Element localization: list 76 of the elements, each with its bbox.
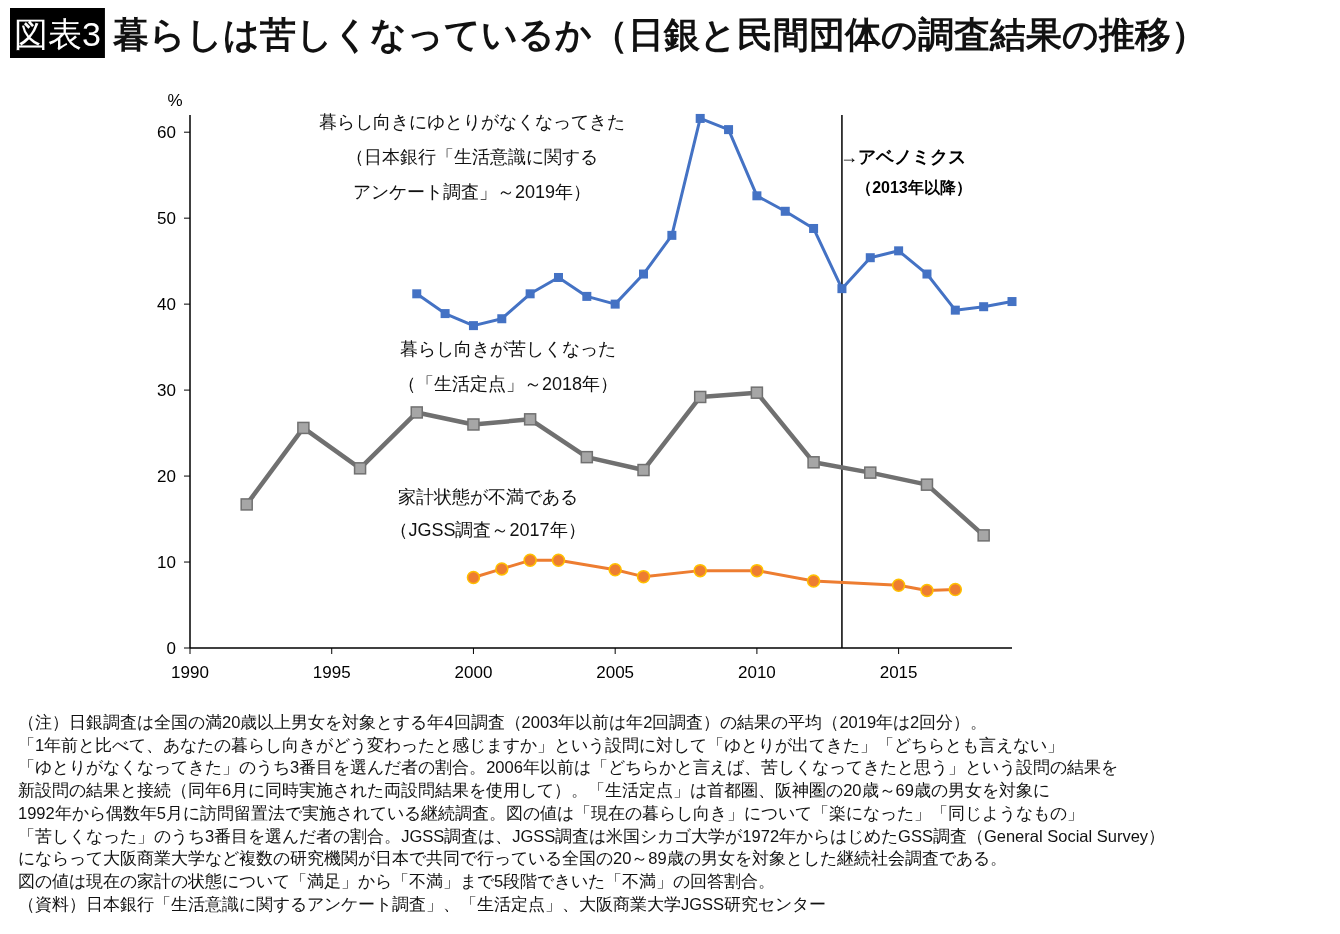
text: （注）日銀調査は全国の満20歳以上男女を対象とする年4回調査（2003年以前は年2回調査）の結果の平均（2019年は2回分）。 xyxy=(18,713,988,732)
point xyxy=(637,463,650,477)
x-tick-label: 2015 xyxy=(879,663,918,682)
y-tick-label: 10 xyxy=(157,553,176,573)
y-tick-label: 0 xyxy=(166,639,176,658)
series-label: 暮らし向きが苦しくなった（「生活定点」～2018年） xyxy=(397,339,619,394)
point xyxy=(920,478,934,491)
point xyxy=(807,456,820,469)
point xyxy=(724,125,734,135)
point xyxy=(695,113,705,123)
y-tick-label: 30 xyxy=(157,381,176,401)
y-tick-label: 20 xyxy=(157,467,176,487)
text: 暮らし向きにゆとりがなくなってきた（日本銀行「生活意識に関するアンケート調査」～2019年） xyxy=(319,112,625,202)
text: にならって大阪商業大学など複数の研究機関が日本で共同で行っている全国の20～89歳の男女を対象とした継続社会調査である。 xyxy=(18,849,1007,869)
point xyxy=(523,553,537,568)
point xyxy=(693,563,707,578)
point xyxy=(809,223,819,233)
point xyxy=(693,390,707,404)
point xyxy=(467,418,480,431)
point xyxy=(750,563,764,578)
point xyxy=(610,299,620,309)
point xyxy=(495,562,509,576)
x-tick-label: 1995 xyxy=(312,663,351,682)
point xyxy=(636,569,651,584)
point xyxy=(922,269,932,279)
text: 「ゆとりがなくなってきた」のうち3番目を選んだ者の割合。2006年以前は「どちらかと言えば、苦しくなってきたと思う」という設問の結果を xyxy=(18,758,1118,778)
point xyxy=(297,421,310,435)
x-tick-label: 2000 xyxy=(454,663,493,682)
point xyxy=(551,553,566,568)
point xyxy=(780,206,790,216)
point xyxy=(865,253,875,263)
x-tick-label: 2005 xyxy=(596,663,635,682)
series-label: 家計状態が不満である（JGSS調査～2017年） xyxy=(390,487,586,540)
text: （資料）日本銀行「生活意識に関するアンケート調査」、「生活定点」、大阪商業大学JGSS研究センター xyxy=(18,894,827,914)
x-tick-label: 1990 xyxy=(171,663,209,682)
point xyxy=(979,302,989,312)
point xyxy=(667,230,677,240)
point xyxy=(412,289,422,299)
point xyxy=(864,466,877,479)
point xyxy=(894,246,904,256)
point xyxy=(440,309,450,319)
point xyxy=(525,289,535,299)
point xyxy=(891,578,906,592)
text: 新設問の結果と接続（同年6月に同時実施された両設問結果を使用して）。「生活定点」は首都圏、阪神圏の20歳～69歳の男女を対象に xyxy=(18,781,1050,800)
ref-line-label: →アベノミクス（2013年以降） xyxy=(839,147,972,197)
y-tick-label: 60 xyxy=(157,123,176,143)
point xyxy=(837,284,847,294)
point xyxy=(497,314,507,324)
point xyxy=(948,582,963,597)
point xyxy=(240,498,253,511)
point xyxy=(639,269,649,279)
point xyxy=(523,413,537,426)
point xyxy=(950,305,960,315)
point xyxy=(582,291,592,301)
point xyxy=(806,574,821,588)
point xyxy=(353,462,367,475)
point xyxy=(977,529,990,542)
x-tick-label: 2010 xyxy=(737,663,776,682)
y-tick-label: 50 xyxy=(157,209,176,229)
point xyxy=(580,450,594,464)
point xyxy=(410,406,424,419)
point xyxy=(608,563,622,577)
point xyxy=(553,272,563,282)
y-tick-label: 40 xyxy=(157,295,176,315)
text: 1992年から偶数年5月に訪問留置法で実施されている継続調査。図の値は「現在の暮らし向き」について「楽になった」「同じようなもの」 xyxy=(18,803,1084,823)
point xyxy=(750,386,764,399)
point xyxy=(468,321,478,331)
point xyxy=(752,191,762,201)
point xyxy=(920,583,934,598)
y-axis-title: % xyxy=(167,91,183,110)
point xyxy=(1007,297,1017,307)
text: 図の値は現在の家計の状態について「満足」から「不満」まで5段階できいた「不満」の回答割合。 xyxy=(18,871,776,890)
text: 「1年前と比べて、あなたの暮らし向きがどう変わったと感じますか」という設問に対して「ゆとりが出てきた」「どちらとも言えない」 xyxy=(18,735,1065,755)
point xyxy=(466,570,481,585)
chart-title: 図表3 暮らしは苦しくなっているか（日銀と民間団体の調査結果の推移） xyxy=(14,14,1207,55)
text: 「苦しくなった」のうち3番目を選んだ者の割合。JGSS調査は、JGSS調査は米国シカゴ大学が1972年からはじめたGSS調査（General Social Survey） xyxy=(18,826,1166,846)
